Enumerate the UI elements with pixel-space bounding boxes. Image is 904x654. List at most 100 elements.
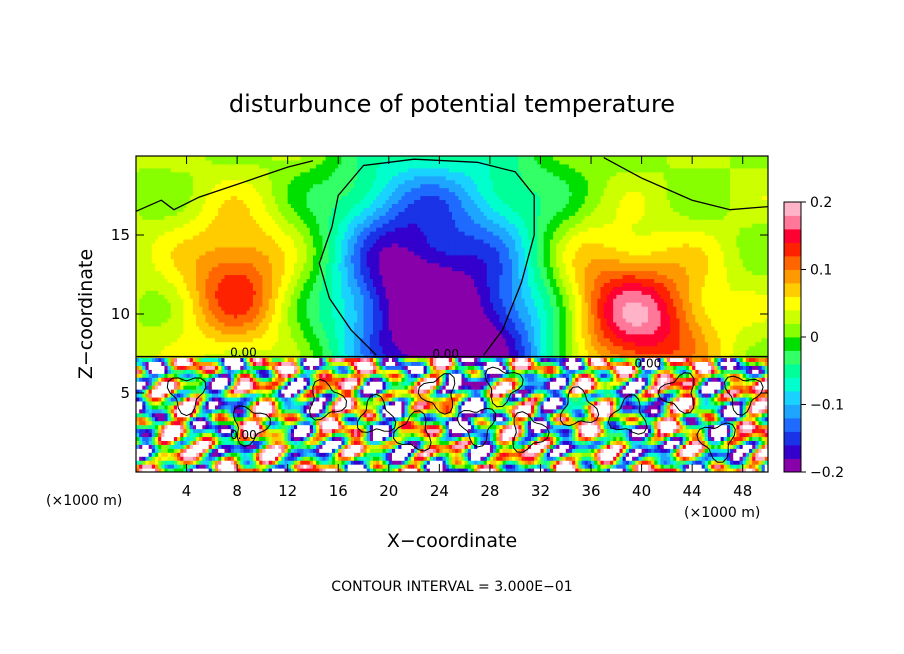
field-cell bbox=[202, 436, 207, 441]
field-cell bbox=[306, 298, 311, 303]
field-cell bbox=[312, 223, 317, 228]
field-cell bbox=[312, 365, 317, 370]
field-cell bbox=[177, 468, 181, 472]
field-cell bbox=[224, 183, 229, 189]
field-cell bbox=[328, 211, 333, 216]
field-cell bbox=[164, 381, 169, 386]
field-cell bbox=[316, 420, 320, 426]
field-cell bbox=[322, 361, 327, 366]
field-cell bbox=[215, 163, 219, 169]
field-cell bbox=[202, 424, 207, 430]
field-cell bbox=[202, 440, 207, 445]
field-cell bbox=[271, 440, 276, 445]
field-cell bbox=[300, 258, 305, 264]
field-cell bbox=[240, 349, 245, 355]
field-cell bbox=[196, 416, 200, 422]
field-cell bbox=[306, 156, 311, 161]
field-cell bbox=[186, 254, 191, 260]
field-cell bbox=[290, 203, 295, 208]
field-cell bbox=[180, 207, 184, 212]
field-cell bbox=[287, 337, 292, 343]
field-cell bbox=[259, 286, 263, 291]
field-cell bbox=[284, 369, 289, 374]
field-cell bbox=[316, 317, 320, 323]
field-cell bbox=[300, 156, 305, 161]
field-cell bbox=[256, 329, 260, 335]
field-cell bbox=[281, 321, 286, 327]
field-cell bbox=[173, 266, 178, 272]
field-cell bbox=[249, 444, 254, 449]
field-cell bbox=[275, 325, 279, 331]
field-cell bbox=[186, 250, 191, 256]
field-cell bbox=[297, 191, 301, 197]
field-cell bbox=[306, 175, 311, 181]
field-cell bbox=[262, 404, 267, 410]
field-cell bbox=[306, 456, 311, 461]
field-cell bbox=[287, 432, 292, 438]
field-cell bbox=[180, 290, 184, 295]
field-cell bbox=[328, 468, 333, 472]
field-cell bbox=[158, 254, 162, 260]
field-cell bbox=[170, 238, 175, 244]
field-cell bbox=[218, 199, 222, 204]
field-cell bbox=[205, 286, 210, 291]
field-cell bbox=[256, 341, 260, 347]
field-cell bbox=[158, 290, 162, 295]
field-cell bbox=[259, 298, 263, 303]
field-cell bbox=[312, 432, 317, 438]
field-cell bbox=[148, 278, 153, 283]
field-cell bbox=[322, 349, 327, 355]
field-cell bbox=[202, 223, 207, 228]
field-cell bbox=[164, 400, 169, 406]
field-cell bbox=[290, 156, 295, 161]
field-cell bbox=[136, 211, 140, 216]
field-cell bbox=[139, 329, 143, 335]
field-cell bbox=[196, 341, 200, 347]
field-cell bbox=[196, 408, 200, 414]
field-cell bbox=[196, 444, 200, 449]
field-cell bbox=[297, 456, 301, 461]
field-cell bbox=[265, 333, 270, 339]
field-cell bbox=[271, 468, 276, 472]
field-cell bbox=[177, 294, 181, 299]
field-cell bbox=[265, 440, 270, 445]
field-cell bbox=[227, 381, 232, 386]
field-cell bbox=[233, 361, 238, 366]
field-cell bbox=[148, 456, 153, 461]
field-cell bbox=[300, 238, 305, 244]
field-cell bbox=[252, 448, 257, 453]
field-cell bbox=[275, 294, 279, 299]
field-cell bbox=[284, 373, 289, 378]
field-cell bbox=[215, 294, 219, 299]
field-cell bbox=[158, 373, 162, 378]
field-cell bbox=[215, 404, 219, 410]
field-cell bbox=[316, 156, 320, 161]
field-cell bbox=[161, 408, 166, 414]
field-cell bbox=[268, 235, 273, 240]
field-cell bbox=[145, 361, 150, 366]
field-cell bbox=[265, 266, 270, 272]
field-cell bbox=[287, 159, 292, 165]
field-cell bbox=[312, 290, 317, 295]
field-cell bbox=[325, 227, 330, 232]
field-cell bbox=[136, 167, 140, 173]
field-cell bbox=[145, 286, 150, 291]
field-cell bbox=[139, 468, 143, 472]
field-cell bbox=[290, 444, 295, 449]
field-cell bbox=[208, 258, 213, 264]
field-cell bbox=[227, 464, 232, 469]
field-cell bbox=[316, 231, 320, 236]
field-cell bbox=[316, 452, 320, 457]
field-cell bbox=[227, 294, 232, 299]
field-cell bbox=[199, 420, 203, 426]
field-cell bbox=[161, 310, 166, 315]
field-cell bbox=[142, 199, 147, 204]
field-cell bbox=[202, 294, 207, 299]
field-cell bbox=[221, 404, 226, 410]
field-cell bbox=[202, 349, 207, 355]
field-cell bbox=[180, 357, 184, 362]
field-cell bbox=[136, 412, 140, 418]
field-cell bbox=[218, 444, 222, 449]
field-cell bbox=[208, 187, 213, 193]
field-cell bbox=[246, 282, 251, 287]
